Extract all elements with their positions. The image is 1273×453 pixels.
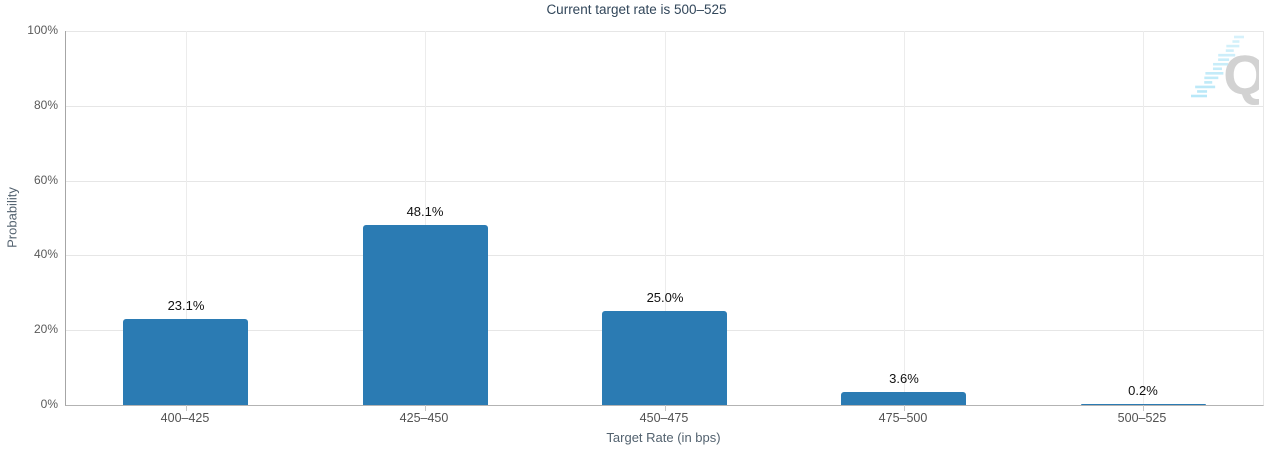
h-gridline <box>66 31 1263 32</box>
x-tick <box>186 405 187 411</box>
probability-bar[interactable] <box>602 311 727 405</box>
y-tick-label: 40% <box>33 247 58 261</box>
x-tick <box>1143 405 1144 411</box>
y-tick-label: 60% <box>33 173 58 187</box>
y-tick-label: 100% <box>27 23 58 37</box>
v-gridline <box>665 31 666 405</box>
v-gridline <box>425 31 426 405</box>
plot-area: 23.1% 48.1% 25.0% 3.6% 0.2% Q <box>65 31 1264 411</box>
x-tick-label: 475–500 <box>878 411 928 425</box>
x-tick <box>665 405 666 411</box>
y-axis-title: Probability <box>4 187 20 248</box>
x-tick-label: 450–475 <box>639 411 689 425</box>
h-gridline <box>66 181 1263 182</box>
x-tick-label: 400–425 <box>160 411 210 425</box>
bar-value-label: 0.2% <box>1128 383 1158 398</box>
h-gridline <box>66 106 1263 107</box>
probability-bar[interactable] <box>363 225 488 405</box>
bar-value-label: 25.0% <box>646 290 684 305</box>
probability-bar[interactable] <box>841 392 966 405</box>
x-tick-label: 500–525 <box>1117 411 1167 425</box>
y-tick-label: 0% <box>40 397 58 411</box>
x-tick-label: 425–450 <box>399 411 449 425</box>
chart-title: Current target rate is 500–525 <box>546 2 727 17</box>
v-gridline <box>904 31 905 405</box>
h-gridline <box>66 255 1263 256</box>
svg-text:Q: Q <box>1223 43 1259 106</box>
bar-value-label: 48.1% <box>406 204 444 219</box>
v-gridline <box>186 31 187 405</box>
probability-bar[interactable] <box>1081 404 1206 405</box>
bar-value-label: 23.1% <box>167 298 205 313</box>
probability-bar[interactable] <box>123 319 248 405</box>
bar-value-label: 3.6% <box>889 371 919 386</box>
x-tick <box>425 405 426 411</box>
y-tick-label: 80% <box>33 98 58 112</box>
v-gridline <box>1143 31 1144 405</box>
x-tick <box>904 405 905 411</box>
y-tick-label: 20% <box>33 322 58 336</box>
watermark-q-logo: Q <box>1191 35 1259 106</box>
x-axis-title: Target Rate (in bps) <box>606 430 721 445</box>
